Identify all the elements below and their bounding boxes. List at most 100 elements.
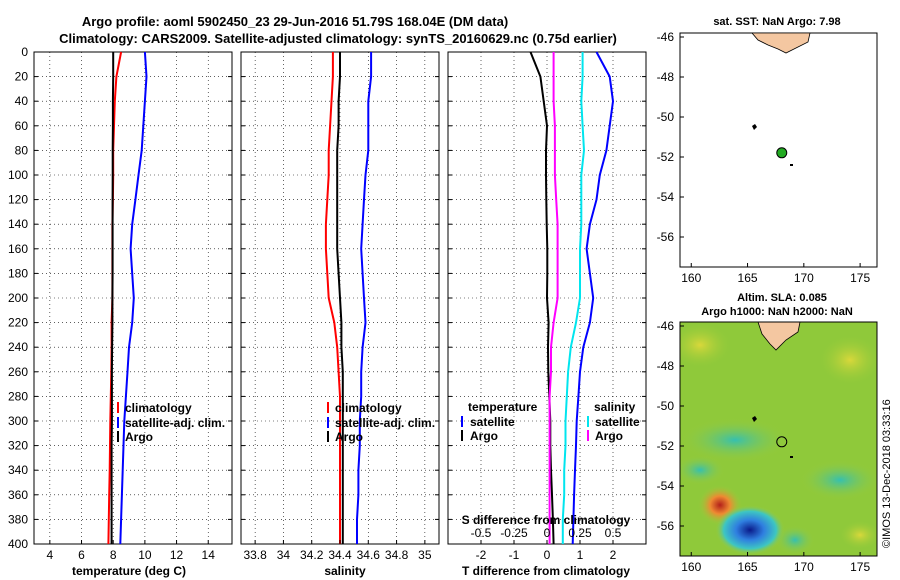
series-line-argo (110, 52, 115, 544)
x-tick-label: 34.8 (385, 548, 409, 562)
depth-tick-label: 360 (8, 488, 28, 502)
legend-salinity-heading: salinity (594, 400, 636, 414)
depth-tick-label: 100 (8, 168, 28, 182)
depth-tick-label: 340 (8, 463, 28, 477)
depth-tick-label: 380 (8, 512, 28, 526)
island-campbell (790, 164, 793, 166)
sla-field (680, 322, 877, 556)
depth-tick-label: 120 (8, 193, 28, 207)
salinity-difference-label: S difference from climatology (462, 513, 631, 527)
depth-tick-label: 260 (8, 365, 28, 379)
depth-tick-label: 240 (8, 340, 28, 354)
depth-tick-label: 80 (15, 143, 29, 157)
difference-panel: -2 -1 0 1 2 -0.5 -0.25 0 0.25 0.5 T difference fr… (447, 51, 647, 578)
map-y-tick-label: -56 (657, 230, 675, 244)
legend-temperature-heading: temperature (468, 400, 538, 414)
difference-xlabel: T difference from climatology (462, 564, 630, 578)
temperature-grid (34, 51, 232, 545)
legend-argo: Argo (335, 430, 363, 444)
x-tick-label: -2 (476, 548, 487, 562)
temperature-panel: 4 6 8 10 12 14 temperature (deg C) climatolog… (33, 51, 233, 578)
temperature-series (107, 51, 148, 545)
map-y-tick-label: -48 (657, 359, 675, 373)
series-line-argo (336, 52, 344, 544)
x-tick-label: -1 (509, 548, 520, 562)
depth-tick-label: 140 (8, 217, 28, 231)
legend-argo: Argo (125, 430, 153, 444)
sla-blob (820, 336, 877, 384)
temperature-ticks: 4 6 8 10 12 14 (34, 51, 232, 562)
depth-axis: 0 20 40 60 80 100 120 140 160 180 200 220 240 260 280 3… (8, 45, 28, 551)
x-tick-label: 12 (170, 548, 184, 562)
map-x-tick-label: 160 (681, 271, 701, 285)
x-tick-label: 34.6 (357, 548, 381, 562)
s-diff-tick-label: -0.25 (500, 526, 528, 540)
map-y-tick-label: -54 (657, 479, 675, 493)
legend-temp-argo: Argo (470, 429, 498, 443)
depth-tick-label: 280 (8, 389, 28, 403)
map-y-tick-label: -52 (657, 150, 675, 164)
salinity-grid (241, 51, 439, 545)
salinity-panel: 33.8 34 34.2 34.4 34.6 34.8 35 salinity climat… (240, 51, 440, 578)
map-y-tick-label: -54 (657, 190, 675, 204)
sla-blob (680, 455, 725, 485)
x-tick-label: 34.4 (328, 548, 352, 562)
depth-tick-label: 200 (8, 291, 28, 305)
sst-map-title: sat. SST: NaN Argo: 7.98 (713, 16, 840, 28)
new-zealand-coast (751, 32, 811, 54)
series-line-salinity-argo (548, 52, 559, 544)
legend-climatology: climatology (335, 401, 402, 415)
map-x-tick-label: 175 (850, 271, 870, 285)
legend-sal-satellite: satellite (595, 415, 640, 429)
new-zealand-coast (757, 322, 801, 351)
x-tick-label: 8 (110, 548, 117, 562)
map-x-tick-label: 160 (681, 560, 701, 574)
sla-blob (680, 418, 790, 462)
s-diff-tick-label: 0.25 (568, 526, 592, 540)
depth-tick-label: 40 (15, 94, 29, 108)
sla-blob (800, 460, 877, 500)
salinity-ticks: 33.8 34 34.2 34.4 34.6 34.8 35 (241, 51, 439, 562)
title-line-1: Argo profile: aoml 5902450_23 29-Jun-201… (82, 14, 508, 29)
depth-tick-label: 400 (8, 537, 28, 551)
series-line-climatology (324, 52, 341, 544)
salinity-series (324, 52, 373, 544)
island-campbell (790, 456, 793, 458)
sla-map-title-2: Argo h1000: NaN h2000: NaN (701, 306, 853, 318)
x-tick-label: 34 (277, 548, 291, 562)
map-y-tick-label: -50 (657, 399, 675, 413)
sst-map: 160 165 170 175 -46 -48 -50 -52 -54 -56 (657, 30, 878, 285)
sla-blob (840, 521, 877, 549)
map-y-tick-label: -50 (657, 110, 675, 124)
x-tick-label: 1 (577, 548, 584, 562)
map-y-tick-label: -46 (657, 319, 675, 333)
map-y-tick-label: -56 (657, 519, 675, 533)
sla-blob (680, 323, 730, 367)
series-line-satellite-adj-clim- (119, 51, 148, 545)
difference-ticks: -2 -1 0 1 2 -0.5 -0.25 0 0.25 0.5 (448, 51, 646, 562)
sla-blob-low (715, 505, 785, 555)
series-line-temperature-argo (529, 51, 555, 545)
profile-location-marker (776, 147, 788, 159)
x-tick-label: 35 (418, 548, 432, 562)
legend-climatology: climatology (125, 401, 192, 415)
map-x-tick-label: 170 (794, 560, 814, 574)
legend-satellite: satellite-adj. clim. (335, 416, 435, 430)
sla-map-title-1: Altim. SLA: 0.085 (737, 292, 827, 304)
temperature-legend: climatology satellite-adj. clim. Argo (117, 401, 225, 444)
depth-tick-label: 320 (8, 439, 28, 453)
map-x-tick-label: 175 (850, 560, 870, 574)
sla-blob (775, 525, 815, 555)
x-tick-label: 4 (46, 548, 53, 562)
map-x-tick-label: 165 (738, 271, 758, 285)
depth-tick-label: 300 (8, 414, 28, 428)
depth-tick-label: 180 (8, 266, 28, 280)
map-x-tick-label: 170 (794, 271, 814, 285)
depth-tick-label: 20 (15, 70, 29, 84)
s-diff-tick-label: 0.5 (605, 526, 622, 540)
map-y-tick-label: -46 (657, 30, 675, 44)
difference-legend: temperature satellite Argo salinity sate… (461, 400, 640, 443)
series-line-salinity-satellite (561, 52, 586, 544)
